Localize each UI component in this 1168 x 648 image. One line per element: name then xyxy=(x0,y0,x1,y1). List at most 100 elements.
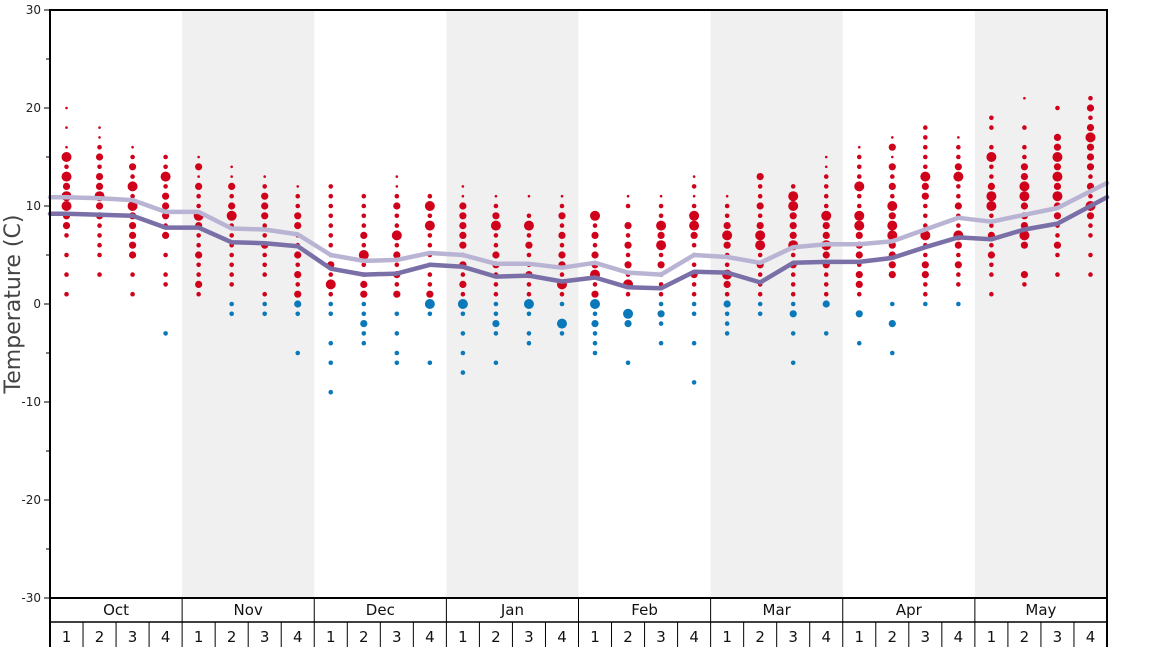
temperature-dot xyxy=(624,241,632,249)
temperature-dot xyxy=(460,331,466,336)
temperature-dot xyxy=(230,175,233,178)
temperature-dot xyxy=(1088,272,1093,277)
temperature-dot xyxy=(691,340,697,346)
temperature-dot xyxy=(957,136,960,139)
temperature-dot xyxy=(393,290,401,298)
temperature-dot xyxy=(394,223,400,228)
temperature-dot xyxy=(1086,153,1095,161)
temperature-dot xyxy=(956,301,961,307)
temperature-dot xyxy=(162,192,170,200)
series-lines xyxy=(47,180,1110,291)
week-label: 3 xyxy=(656,628,666,646)
temperature-dot xyxy=(923,252,928,258)
temperature-dot xyxy=(923,213,928,219)
temperature-dot xyxy=(1020,271,1029,279)
temperature-dot xyxy=(261,192,269,200)
temperature-dot xyxy=(989,144,994,150)
temperature-dot xyxy=(97,164,102,170)
temperature-dot xyxy=(855,280,863,288)
temperature-dot xyxy=(197,155,200,159)
temperature-dot xyxy=(887,220,898,231)
temperature-dot xyxy=(1088,193,1093,199)
temperature-dot xyxy=(459,241,467,249)
temperature-dot xyxy=(262,311,268,317)
temperature-dot xyxy=(923,291,928,297)
temperature-dot xyxy=(360,320,368,328)
temperature-dot xyxy=(526,213,532,219)
temperature-dot xyxy=(822,222,830,230)
temperature-dot xyxy=(789,231,797,239)
temperature-dot xyxy=(691,291,697,297)
temperature-dot xyxy=(328,291,334,297)
temperature-dot xyxy=(163,252,168,258)
temperature-dot xyxy=(262,272,268,277)
temperature-dot xyxy=(923,154,928,160)
temperature-dot xyxy=(163,331,168,336)
temperature-dot xyxy=(424,299,435,309)
temperature-dot xyxy=(427,242,433,248)
temperature-dot xyxy=(328,233,334,238)
temperature-dot xyxy=(658,321,664,326)
temperature-dot xyxy=(921,192,929,200)
week-label: 3 xyxy=(524,628,534,646)
temperature-dot xyxy=(196,193,201,199)
temperature-dot xyxy=(854,220,865,231)
temperature-dot xyxy=(956,252,961,258)
temperature-dot xyxy=(361,301,367,307)
temperature-dot xyxy=(328,242,334,248)
temperature-dot xyxy=(789,212,797,220)
week-label: 4 xyxy=(293,628,303,646)
temperature-dot xyxy=(888,143,896,151)
temperature-dot xyxy=(130,174,135,179)
temperature-dot xyxy=(757,213,763,219)
temperature-dot xyxy=(427,213,433,219)
temperature-dot xyxy=(360,290,368,298)
temperature-dot xyxy=(724,321,730,326)
temperature-dot xyxy=(97,242,102,248)
temperature-dot xyxy=(328,360,334,366)
temperature-dot xyxy=(556,318,567,329)
temperature-dot xyxy=(1088,233,1093,238)
temperature-dot xyxy=(527,194,531,198)
temperature-dot xyxy=(854,181,865,192)
temperature-dot xyxy=(989,213,994,219)
temperature-dot xyxy=(591,231,599,239)
temperature-dot xyxy=(986,152,997,162)
temperature-dot xyxy=(295,282,301,287)
temperature-dot xyxy=(559,223,565,228)
week-label: 2 xyxy=(227,628,237,646)
temperature-dot xyxy=(823,331,829,336)
temperature-dot xyxy=(263,175,267,178)
temperature-dot xyxy=(95,173,104,181)
temperature-dot xyxy=(1088,223,1093,228)
temperature-dot xyxy=(360,231,368,239)
temperature-dot xyxy=(262,184,268,189)
temperature-dot xyxy=(855,310,863,318)
temperature-dot xyxy=(954,163,962,171)
temperature-dot xyxy=(790,301,796,307)
temperature-dot xyxy=(821,210,832,221)
temperature-dot xyxy=(725,194,729,198)
y-tick-label: -10 xyxy=(21,395,41,409)
y-axis-label: Temperature (C) xyxy=(1,215,26,395)
temperature-dot xyxy=(1086,212,1095,220)
temperature-dot xyxy=(493,311,499,317)
temperature-dot xyxy=(559,291,565,297)
temperature-dot xyxy=(823,291,829,297)
month-band-nov xyxy=(182,10,315,598)
temperature-dot xyxy=(790,291,796,297)
temperature-dot xyxy=(559,203,565,209)
temperature-dot xyxy=(526,282,532,287)
temperature-dot xyxy=(559,301,565,307)
temperature-dot xyxy=(394,213,400,219)
temperature-dot xyxy=(691,282,697,287)
temperature-dot xyxy=(757,272,763,277)
temperature-dot xyxy=(592,350,598,356)
temperature-dot xyxy=(195,280,203,288)
temperature-dot xyxy=(1053,163,1062,171)
temperature-dot xyxy=(1019,181,1030,192)
temperature-dot xyxy=(657,261,665,269)
temperature-dot xyxy=(559,242,565,248)
temperature-dot xyxy=(459,231,467,239)
temperature-dot xyxy=(989,164,994,170)
